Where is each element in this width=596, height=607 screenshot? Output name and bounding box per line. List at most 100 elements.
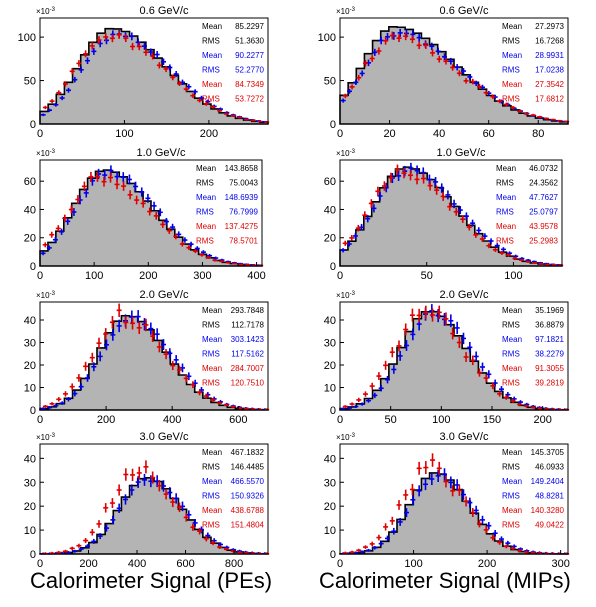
red-data-point [76, 543, 82, 548]
stat-label: Mean [502, 51, 522, 60]
blue-data-point [157, 208, 163, 217]
blue-data-point [66, 87, 71, 93]
red-data-point [470, 78, 476, 85]
red-data-point [257, 120, 263, 123]
x-tick-label: 200 [478, 558, 496, 570]
stat-label: Mean [202, 22, 222, 31]
histogram-panel: 0 100 200 0 50 100 ×10-3 0.6 GeV/c Mean 85.2297 RM… [18, 5, 270, 140]
x-tick-label: 80 [532, 128, 544, 140]
stat-label: Mean [502, 306, 522, 315]
blue-data-point [72, 390, 78, 397]
red-data-point [163, 488, 169, 500]
red-data-point [369, 382, 375, 390]
stat-label: RMS [502, 350, 520, 359]
stat-value: 25.0797 [529, 208, 558, 217]
blue-data-point [66, 551, 71, 554]
red-data-point [210, 540, 216, 546]
blue-data-point [186, 84, 192, 90]
histogram-panel: 0 100 200 300 400 0 20 40 60 ×10-3 1.0 GeV/c Mean 14… [24, 147, 266, 282]
x-axis-title-mips: Calorimeter Signal (MIPs) [319, 568, 571, 593]
red-data-point [423, 305, 429, 320]
red-data-point [176, 502, 182, 513]
blue-data-point [192, 89, 198, 95]
stat-value: 46.0732 [529, 164, 558, 173]
blue-data-point [47, 406, 52, 409]
stat-label: RMS [202, 37, 220, 46]
red-data-point [389, 31, 395, 40]
red-data-point [150, 330, 156, 342]
red-data-point [170, 361, 176, 371]
red-data-point [183, 86, 189, 92]
y-tick-label: 20 [24, 360, 36, 372]
red-data-point [490, 94, 496, 99]
blue-data-point [353, 405, 359, 408]
red-data-point [510, 546, 516, 551]
red-data-point [123, 34, 129, 43]
blue-data-point [154, 328, 160, 341]
red-data-point [62, 214, 68, 222]
red-data-point [394, 164, 400, 176]
y-multiplier-exponent: -3 [50, 291, 56, 297]
red-data-point [156, 479, 162, 492]
stat-label: RMS [496, 237, 514, 246]
blue-data-point [40, 251, 46, 256]
stat-value: 76.7999 [229, 208, 258, 217]
x-tick-label: 0 [337, 128, 343, 140]
stat-value: 137.4275 [225, 222, 259, 231]
blue-data-point [410, 328, 416, 341]
red-data-point [199, 253, 205, 257]
red-data-point [450, 485, 456, 497]
x-tick-label: 300 [551, 558, 569, 570]
blue-data-point [448, 57, 454, 65]
red-data-point [192, 249, 198, 254]
y-multiplier: ×10-3 [336, 149, 356, 158]
blue-data-point [78, 547, 84, 551]
blue-data-point [126, 174, 132, 185]
red-data-point [223, 403, 229, 407]
stat-label: RMS [202, 66, 220, 75]
red-data-point [109, 315, 115, 329]
blue-data-point [359, 70, 365, 77]
stat-label: RMS [502, 321, 520, 330]
stat-label: RMS [202, 492, 220, 501]
red-data-point [389, 516, 395, 525]
y-tick-label: 30 [24, 338, 36, 350]
blue-data-point [186, 372, 192, 381]
red-data-point [109, 498, 115, 509]
blue-data-point [154, 51, 160, 59]
blue-data-point [473, 505, 479, 515]
blue-data-point [397, 518, 403, 526]
x-tick-label: 600 [176, 558, 194, 570]
red-data-point [89, 529, 95, 536]
red-data-point [55, 225, 61, 232]
blue-data-point [151, 201, 157, 211]
blue-data-point [161, 339, 166, 351]
x-tick-label: 400 [163, 414, 181, 426]
red-data-point [238, 263, 244, 266]
red-data-point [217, 109, 223, 113]
blue-data-point [397, 28, 403, 37]
blue-data-point [448, 314, 454, 328]
stat-value: 17.0238 [535, 66, 564, 75]
y-tick-label: 40 [24, 204, 36, 216]
red-data-point [116, 484, 122, 496]
blue-data-point [505, 540, 511, 546]
red-data-point [223, 112, 229, 116]
red-data-point [476, 368, 482, 377]
red-data-point [190, 93, 196, 98]
blue-data-point [439, 183, 445, 193]
blue-data-point [173, 71, 179, 77]
red-data-point [190, 381, 196, 389]
stat-value: 48.8281 [535, 492, 564, 501]
stat-value: 52.2770 [235, 66, 264, 75]
red-data-point [476, 519, 482, 528]
blue-data-point [435, 47, 441, 55]
red-data-point [362, 391, 368, 397]
stat-value: 466.5570 [231, 477, 265, 486]
blue-data-point [499, 386, 504, 393]
red-data-point [203, 535, 209, 542]
blue-data-point [486, 370, 492, 379]
y-tick-label: 100 [18, 32, 36, 44]
red-data-point [49, 231, 55, 238]
